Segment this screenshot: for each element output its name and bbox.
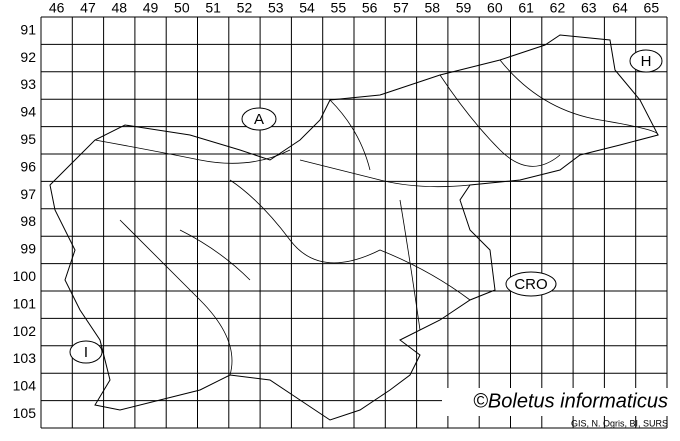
column-label: 50 (174, 0, 190, 16)
row-label: 105 (13, 405, 37, 421)
column-label: 63 (581, 0, 597, 16)
column-label: 59 (456, 0, 472, 16)
row-label: 100 (13, 268, 37, 284)
row-label: 103 (13, 350, 37, 366)
column-label: 48 (111, 0, 127, 16)
column-label: 49 (143, 0, 159, 16)
column-label: 53 (268, 0, 284, 16)
row-label: 95 (20, 131, 36, 147)
column-label: 47 (80, 0, 96, 16)
row-label: 98 (20, 213, 36, 229)
rivers (94, 59, 659, 376)
country-labels: A H CRO I (69, 49, 663, 364)
row-label: 101 (13, 295, 37, 311)
column-label: 65 (644, 0, 660, 16)
grid (40, 16, 668, 429)
column-label: 46 (49, 0, 65, 16)
column-label: 56 (362, 0, 378, 16)
row-label: 102 (13, 323, 37, 339)
row-label: 104 (13, 378, 37, 394)
row-label: 99 (20, 241, 36, 257)
column-label: 55 (331, 0, 347, 16)
row-label: 91 (20, 21, 36, 37)
country-label: I (84, 344, 88, 361)
column-label: 64 (612, 0, 628, 16)
country-label: A (254, 111, 264, 128)
row-label: 96 (20, 158, 36, 174)
row-label: 93 (20, 76, 36, 92)
column-label: 52 (237, 0, 253, 16)
column-label: 61 (518, 0, 534, 16)
column-label: 57 (393, 0, 409, 16)
column-label: 58 (424, 0, 440, 16)
country-label: CRO (514, 276, 547, 293)
country-label: H (641, 53, 652, 70)
copyright: ©Boletus informaticus (473, 390, 668, 412)
copyright-bg (442, 388, 672, 416)
row-label: 92 (20, 49, 36, 65)
column-label: 62 (550, 0, 566, 16)
credit: GIS, N. Ogris, BI, SURS (571, 418, 668, 428)
column-label: 54 (299, 0, 315, 16)
row-label: 94 (20, 104, 36, 120)
row-label: 97 (20, 186, 36, 202)
column-label: 60 (487, 0, 503, 16)
column-label: 51 (205, 0, 221, 16)
country-border (49, 34, 659, 421)
